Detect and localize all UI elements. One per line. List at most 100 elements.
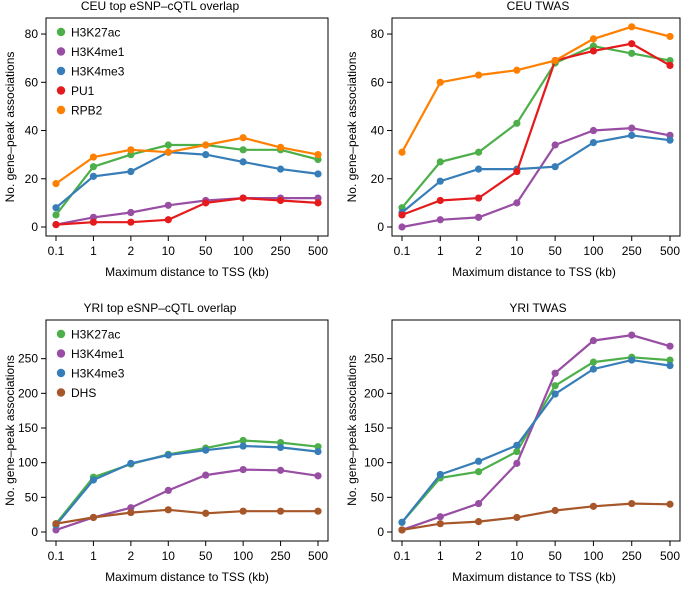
data-point-RPB2 [513,66,521,74]
data-point-H3K4me3 [436,177,444,185]
y-tick-label: 0 [377,525,384,539]
data-point-H3K4me1 [513,459,521,467]
data-point-H3K4me3 [513,441,521,449]
legend-marker-DHS [56,388,66,397]
y-tick-label: 50 [25,490,39,504]
data-point-H3K4me3 [436,470,444,479]
data-point-PU1 [436,196,444,205]
data-point-H3K27ac [589,358,598,366]
data-point-PU1 [239,194,247,202]
data-point-PU1 [474,194,483,202]
data-point-RPB2 [276,143,285,152]
chart-title: YRI TWAS [509,301,566,315]
y-axis-label: No. gene–peak associations [345,52,359,203]
series-line-H3K27ac [55,143,319,216]
x-tick-label: 10 [162,244,176,258]
data-point-H3K4me1 [589,337,598,345]
y-tick-label: 80 [25,27,39,41]
data-point-H3K4me3 [474,165,483,173]
data-point-H3K4me1 [127,208,135,217]
data-point-DHS [239,507,247,515]
data-point-PU1 [628,40,636,48]
x-axis-label: Maximum distance to TSS (kb) [105,265,269,279]
data-point-H3K4me3 [276,165,285,173]
data-point-DHS [628,499,636,508]
data-point-H3K4me3 [239,442,247,450]
legend-marker-PU1 [56,86,66,95]
x-tick-label: 250 [622,549,642,563]
x-tick-label: 10 [510,549,524,563]
data-point-H3K4me1 [628,331,636,339]
series-line-RPB2 [55,136,319,185]
data-point-PU1 [89,218,98,226]
data-point-H3K4me1 [314,472,322,480]
x-axis-label: Maximum distance to TSS (kb) [452,570,616,584]
data-point-H3K4me1 [276,466,285,474]
x-tick-label: 100 [233,244,253,258]
data-point-H3K4me3 [551,163,559,171]
legend-label: H3K4me3 [71,65,125,79]
x-tick-label: 500 [308,244,328,258]
legend-label: H3K4me1 [71,45,125,59]
x-tick-label: 500 [660,549,680,563]
y-tick-label: 0 [31,220,38,234]
data-point-H3K27ac [628,49,636,57]
x-tick-label: 100 [583,244,603,258]
data-point-H3K27ac [551,382,559,390]
x-tick-label: 100 [583,549,603,563]
x-tick-label: 0.1 [394,549,411,563]
data-point-PU1 [127,218,135,226]
data-point-H3K27ac [52,211,60,219]
data-point-DHS [314,507,322,515]
data-point-PU1 [589,47,598,55]
y-tick-label: 0 [31,525,38,539]
data-point-RPB2 [589,35,598,43]
panel-1: CEU TWAS 0.1 1 2 10 50 100 250 500 0 20 40 60 80 Maxim… [345,0,681,279]
series-line-H3K4me1 [401,126,671,229]
y-tick-label: 50 [371,490,385,504]
data-point-H3K4me3 [276,443,285,452]
data-point-H3K4me1 [513,199,521,207]
data-point-H3K4me3 [666,362,674,370]
x-tick-label: 50 [548,244,562,258]
data-point-H3K4me3 [52,204,60,212]
data-point-H3K27ac [239,436,247,445]
y-tick-label: 60 [25,75,39,89]
data-point-H3K4me3 [202,446,210,454]
series-line-DHS [55,508,318,525]
data-point-H3K27ac [666,356,674,364]
x-axis-label: Maximum distance to TSS (kb) [452,265,616,279]
data-point-DHS [398,526,406,534]
y-tick-label: 20 [371,172,385,186]
legend-marker-H3K4me3 [56,66,66,76]
data-point-PU1 [276,196,285,205]
series-line-H3K4me3 [401,134,671,214]
data-point-H3K4me3 [589,365,598,373]
y-tick-label: 150 [18,421,38,435]
data-point-DHS [436,520,444,528]
x-tick-label: 10 [162,549,176,563]
data-point-H3K4me3 [164,451,172,459]
legend-label: H3K27ac [71,26,120,40]
data-point-DHS [127,508,135,517]
x-tick-label: 2 [475,244,482,258]
data-point-H3K4me1 [474,213,483,221]
series-line-H3K4me3 [55,444,319,526]
x-tick-label: 2 [475,549,482,563]
data-point-DHS [666,500,674,508]
data-point-RPB2 [239,134,247,142]
x-tick-label: 0.1 [48,244,65,258]
x-tick-label: 500 [660,244,680,258]
x-tick-label: 250 [622,244,642,258]
series-line-H3K27ac [401,356,671,524]
y-tick-label: 60 [371,75,385,89]
legend-label: H3K4me1 [71,347,125,361]
legend-label: PU1 [71,84,95,98]
series-line-H3K27ac [55,439,319,525]
series-line-H3K27ac [401,44,671,209]
data-point-PU1 [52,220,60,229]
y-tick-label: 80 [371,27,385,41]
x-tick-label: 0.1 [48,549,65,563]
legend-label: RPB2 [71,104,103,118]
y-tick-label: 100 [364,456,384,470]
